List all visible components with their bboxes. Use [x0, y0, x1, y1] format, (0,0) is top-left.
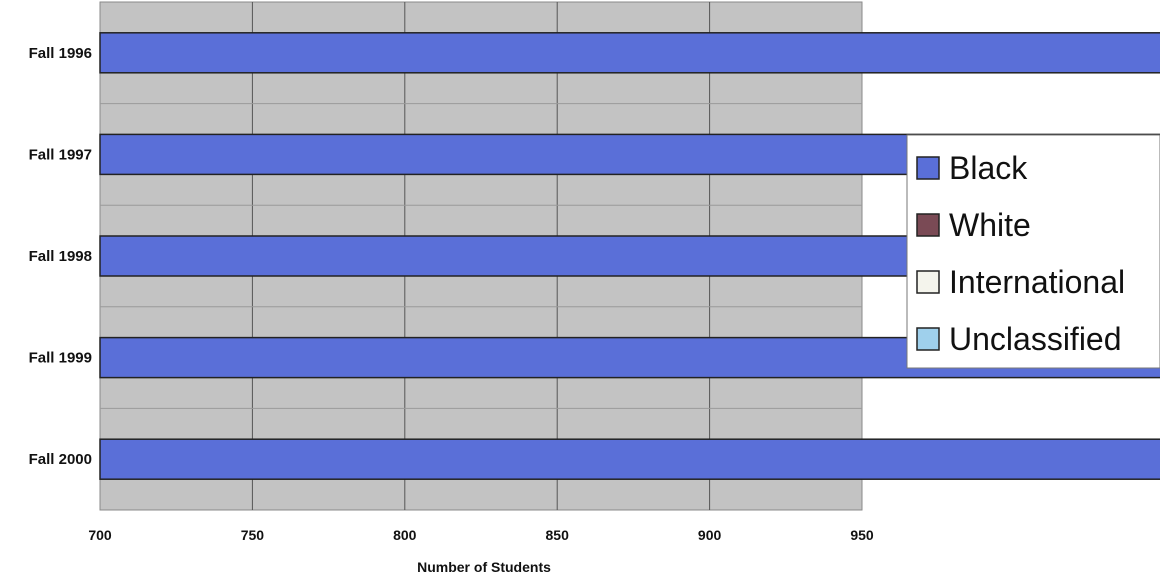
x-tick-label: 900 [698, 527, 722, 543]
legend-box [906, 134, 1160, 369]
legend-swatch-white [916, 213, 940, 237]
legend-label: White [949, 207, 1031, 243]
x-tick-label: 850 [546, 527, 570, 543]
x-tick-label: 800 [393, 527, 417, 543]
x-tick-label: 700 [88, 527, 112, 543]
category-label: Fall 1998 [29, 248, 92, 265]
legend-label: International [949, 264, 1125, 300]
legend-label: Unclassified [949, 321, 1122, 357]
bar-black [99, 438, 1160, 480]
x-axis-title: Number of Students [417, 559, 551, 575]
category-labels: Fall 1996 Fall 1997 Fall 1998 Fall 1999 Fall… [29, 45, 92, 468]
gridlines [100, 2, 862, 510]
x-tick-label: 950 [850, 527, 874, 543]
category-label: Fall 1996 [29, 45, 92, 62]
bar-black [99, 32, 1160, 74]
legend: Black White International Unclassified [906, 134, 1160, 369]
category-label: Fall 2000 [29, 451, 92, 468]
x-tick-labels: 700 750 800 850 900 950 [88, 527, 874, 543]
legend-swatch-unclassified [916, 327, 940, 351]
category-label: Fall 1999 [29, 350, 92, 367]
category-label: Fall 1997 [29, 146, 92, 163]
x-tick-label: 750 [241, 527, 265, 543]
legend-swatch-international [916, 270, 940, 294]
legend-label: Black [949, 150, 1028, 186]
legend-swatch-black [916, 156, 940, 180]
